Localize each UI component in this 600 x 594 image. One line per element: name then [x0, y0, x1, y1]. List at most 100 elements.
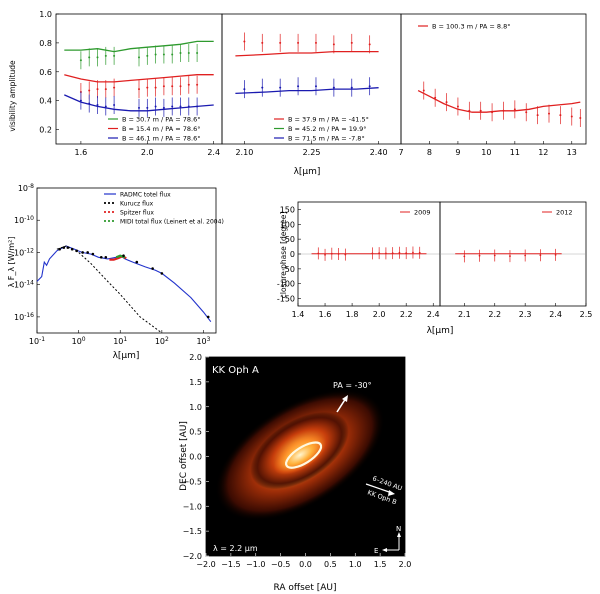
sed-legend-label: RADMC totel flux: [120, 192, 171, 199]
sed-series-sed_blue: [36, 245, 212, 323]
companion-arrow-icon: [365, 483, 395, 496]
image-xlabel: RA offset [AU]: [274, 583, 337, 593]
visibility-data-point: [104, 54, 107, 57]
sed-legend-label: Spitzer flux: [120, 210, 154, 217]
sed-xlabel: λ[μm]: [113, 351, 140, 361]
closure-data-point: [524, 254, 527, 257]
closure-data-point: [391, 252, 394, 255]
image-ytick-label: −2.0: [183, 552, 202, 561]
sed-photometry-point: [206, 315, 210, 319]
visibility-model-line-blue: [235, 87, 379, 95]
closure-xlabel: λ[μm]: [427, 326, 454, 336]
closure-xtick-label: 1.8: [346, 310, 359, 319]
visibility-data-point: [297, 41, 300, 44]
visibility-legend-label: B = 37.9 m / PA = -41.5°: [288, 116, 369, 124]
sed-photometry-point: [122, 254, 125, 257]
visibility-xtick-label: 12: [538, 148, 548, 157]
visibility-xtick-label: 1.6: [75, 148, 88, 157]
closure-data-point: [378, 252, 381, 255]
visibility-ytick-label: 0.2: [39, 126, 52, 135]
visibility-data-point: [179, 85, 182, 88]
visibility-data-point: [138, 88, 140, 91]
visibility-data-point: [196, 83, 199, 86]
sed-frame: [36, 187, 217, 334]
visibility-data-point: [468, 109, 471, 112]
visibility-data-point: [196, 52, 199, 54]
visibility-data-point: [559, 114, 562, 117]
sed-ytick-label: 10-14: [14, 280, 34, 290]
closure-xtick-label: 2.1: [458, 310, 471, 319]
east-label: E: [374, 547, 378, 555]
visibility-data-point: [162, 53, 165, 56]
sed-ytick-label: 10-8: [18, 183, 34, 193]
closure-data-point: [509, 255, 511, 257]
visibility-legend-label: B = 46.1 m / PA = 78.6°: [122, 135, 200, 143]
visibility-model-line-red: [64, 74, 214, 83]
visibility-xtick-label: 2.4: [207, 148, 220, 157]
visibility-data-point: [297, 85, 300, 88]
closure-data-point: [371, 252, 374, 255]
closure-ytick-label: -150: [277, 295, 295, 304]
image-xtick-label: 2.0: [399, 560, 412, 569]
image-ytick-label: −1.0: [183, 502, 202, 511]
image-xtick-label: 1.5: [374, 560, 387, 569]
closure-xtick-label: 2.2: [400, 310, 413, 319]
visibility-data-point: [279, 41, 282, 44]
visibility-data-point: [138, 56, 140, 59]
image-xtick-label: 0.0: [299, 560, 312, 569]
image-ytick-label: 2.0: [189, 353, 202, 362]
visibility-model-line-red: [417, 90, 581, 113]
closure-data-point: [385, 252, 387, 255]
visibility-data-point: [479, 109, 482, 112]
image-xtick-label: −1.5: [221, 560, 240, 569]
image-ytick-label: 0.5: [189, 428, 202, 437]
sed-ytick-label: 10-16: [14, 312, 34, 322]
closure-data-point: [344, 253, 347, 256]
visibility-data-point: [243, 40, 246, 43]
visibility-data-point: [88, 102, 91, 105]
sed-photometry-point: [66, 246, 70, 249]
visibility-xtick-label: 2.0: [141, 148, 154, 157]
sed-photometry-point: [104, 255, 108, 259]
closure-data-point: [493, 254, 496, 257]
visibility-data-point: [187, 52, 190, 54]
closure-data-point: [317, 252, 320, 255]
visibility-data-point: [113, 54, 116, 57]
visibility-model-line-red: [235, 50, 379, 57]
image-ytick-label: 1.0: [189, 403, 202, 412]
sed-photometry-point: [86, 251, 89, 254]
image-xtick-label: 1.0: [349, 560, 362, 569]
closure-ytick-label: 0: [290, 250, 295, 259]
image-ytick-label: 1.5: [189, 378, 202, 387]
visibility-data-point: [146, 86, 149, 89]
closure-xtick-label: 2.4: [549, 310, 562, 319]
visibility-data-point: [579, 117, 582, 119]
visibility-data-point: [548, 112, 550, 115]
sed-xtick-label: 103: [196, 336, 210, 346]
closure-data-point: [398, 251, 401, 254]
visibility-data-point: [171, 105, 174, 108]
closure-ytick-label: 150: [280, 205, 295, 214]
image-ytick-label: 0.0: [189, 453, 202, 462]
visibility-xtick-label: 10: [481, 148, 491, 157]
visibility-data-point: [536, 114, 539, 117]
emission-glow: [215, 389, 385, 521]
visibility-data-point: [332, 43, 335, 46]
closure-data-point: [324, 253, 326, 256]
visibility-data-point: [187, 83, 190, 86]
closure-legend-label: 2009: [414, 209, 431, 217]
closure-xtick-label: 1.6: [319, 310, 332, 319]
visibility-data-point: [171, 85, 174, 88]
closure-data-point: [554, 253, 557, 256]
visibility-data-point: [88, 89, 91, 92]
sed-photometry-point: [75, 249, 79, 253]
closure-xtick-label: 2.3: [519, 310, 532, 319]
visibility-data-point: [525, 111, 528, 114]
closure-data-point: [337, 253, 340, 255]
sed-photometry-point: [151, 267, 154, 270]
closure-data-point: [418, 251, 421, 254]
image-title: KK Oph A: [212, 365, 259, 376]
sed-photometry-point: [135, 260, 139, 264]
pa-arrow-icon: [336, 395, 348, 413]
